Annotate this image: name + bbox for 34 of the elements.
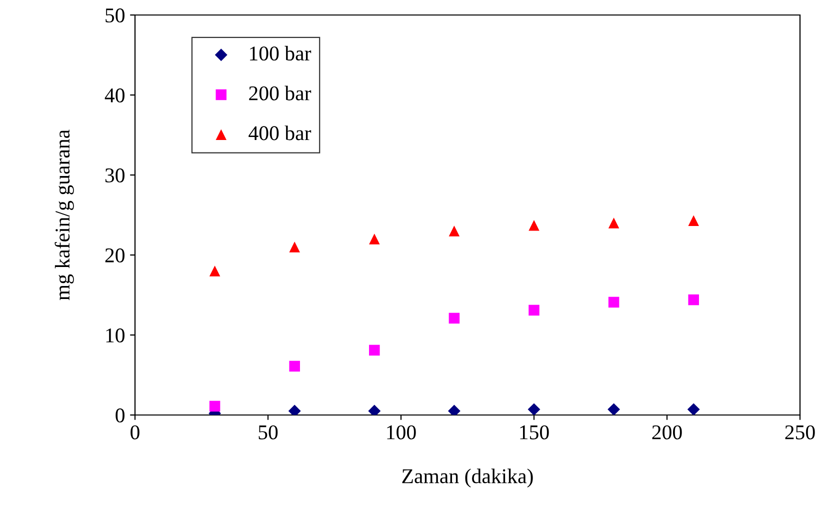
y-axis-title: mg kafein/g guarana [54,130,74,300]
legend-label: 100 bar [250,46,312,61]
point [369,234,380,244]
point [608,296,620,308]
x-tick-label: 0 [130,425,140,440]
point [448,226,460,236]
point [687,403,700,415]
x-tick-label: 200 [652,425,682,440]
point [209,266,220,276]
point [289,242,300,252]
y-tick-label: 0 [116,408,124,422]
point [688,215,699,226]
x-tick-label: 250 [785,425,815,440]
point [688,294,699,306]
point [608,403,620,415]
point [369,344,380,356]
x-tick-label: 100 [387,425,416,440]
y-tick-label: 20 [105,248,124,262]
legend-label: 400 bar [248,126,312,140]
x-tick-label: 50 [258,425,278,440]
point [608,218,620,228]
point [289,360,300,372]
y-tick-label: 30 [105,168,124,182]
y-tick-label: 40 [104,88,124,102]
point [528,220,540,231]
y-tick-label: 10 [106,328,124,342]
x-axis-title: Zaman (dakika) [402,468,533,488]
point [209,400,220,412]
y-tick-label: 50 [106,8,124,22]
point [448,312,460,324]
point [528,304,540,316]
x-tick-label: 150 [520,425,549,440]
legend-label: 200 bar [249,86,312,100]
point [528,403,540,415]
